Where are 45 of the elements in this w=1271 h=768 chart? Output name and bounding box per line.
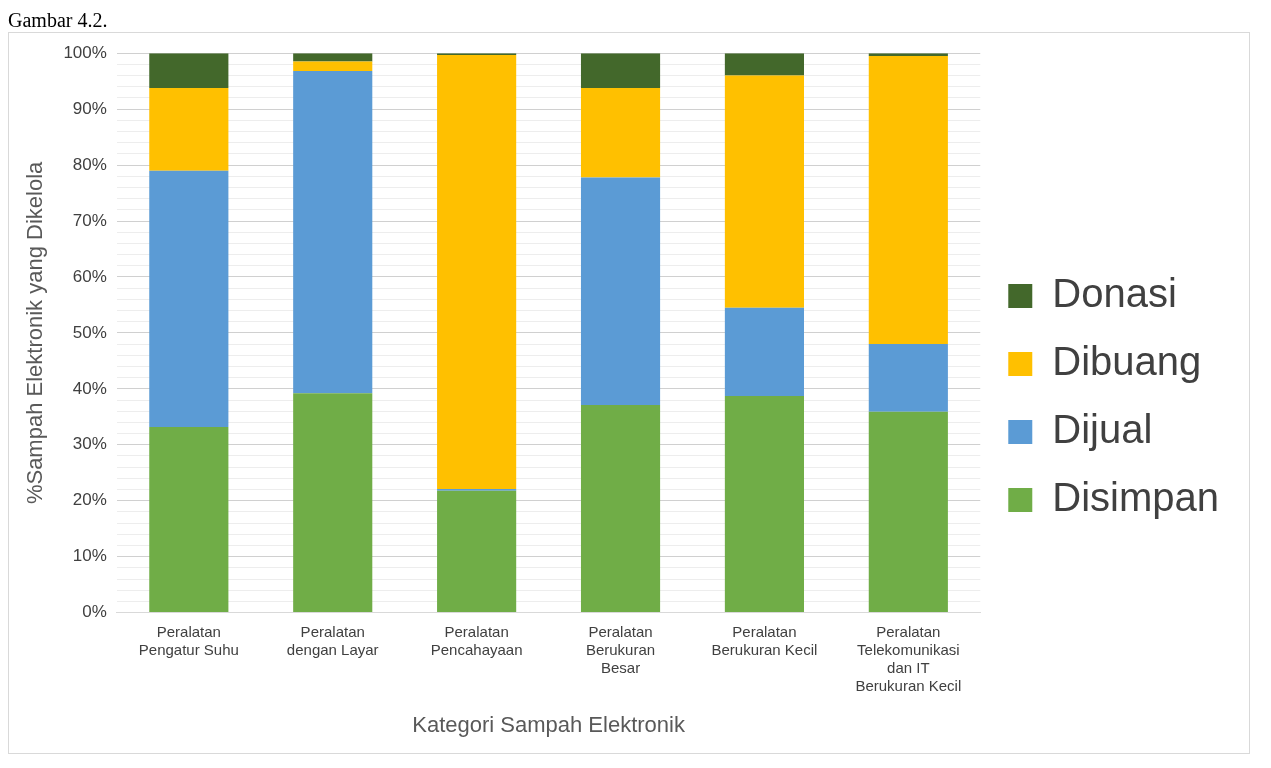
bar xyxy=(580,87,661,178)
bar xyxy=(293,61,373,72)
y-axis-title: %Sampah Elektronik yang Dikelola xyxy=(22,160,48,505)
bar xyxy=(724,53,804,76)
y-tick-label: 70% xyxy=(72,210,107,230)
bar xyxy=(293,71,373,394)
text: Gambar 4.2. xyxy=(8,8,109,32)
bar xyxy=(868,411,948,613)
x-tick-label: Peralatan Berukuran Besar xyxy=(585,622,656,676)
bar xyxy=(580,53,661,88)
x-tick-label: Peralatan Berukuran Kecil xyxy=(711,622,818,658)
x-tick-label: Peralatan Pengatur Suhu xyxy=(138,622,239,658)
bar xyxy=(868,344,948,412)
bar xyxy=(724,75,804,308)
bar xyxy=(580,405,661,613)
x-tick-label: Peralatan Telekomunikasi dan IT Berukuran Kecil xyxy=(855,622,962,694)
y-tick-label: 50% xyxy=(72,322,107,342)
x-axis-title: Kategori Sampah Elektronik xyxy=(412,711,686,737)
bar xyxy=(293,53,373,62)
legend-label: Dijual xyxy=(1052,407,1153,452)
bar xyxy=(149,53,229,88)
legend-label: Donasi xyxy=(1052,271,1177,316)
x-tick-label: Peralatan Pencahayaan xyxy=(430,622,523,658)
bar xyxy=(724,307,804,397)
bar xyxy=(293,393,373,613)
y-tick-label: 80% xyxy=(72,154,107,174)
bar xyxy=(149,426,229,613)
y-tick-label: 30% xyxy=(72,434,107,454)
bar xyxy=(149,170,229,427)
x-tick-label: Peralatan dengan Layar xyxy=(286,622,379,658)
y-tick-label: 90% xyxy=(72,98,107,118)
bar xyxy=(149,87,229,171)
bar xyxy=(437,54,517,489)
bar xyxy=(868,56,948,345)
y-tick-label: 60% xyxy=(72,266,107,286)
legend-label: Disimpan xyxy=(1052,475,1219,520)
bar xyxy=(580,177,661,406)
y-tick-label: 0% xyxy=(82,602,107,622)
legend-label: Dibuang xyxy=(1052,339,1202,384)
y-tick-label: 10% xyxy=(72,546,107,566)
y-tick-label: 20% xyxy=(72,490,107,510)
y-tick-label: 40% xyxy=(72,378,107,398)
y-tick-label: 100% xyxy=(63,42,107,62)
bar xyxy=(724,396,804,613)
bar xyxy=(437,490,517,613)
